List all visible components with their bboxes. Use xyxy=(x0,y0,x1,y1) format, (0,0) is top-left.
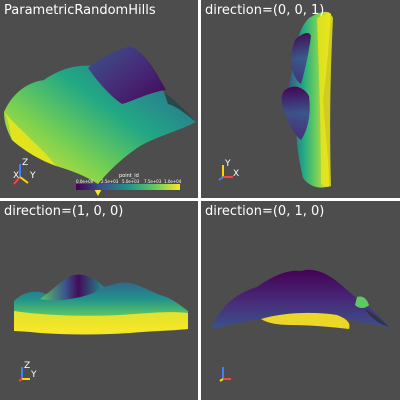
viewport-title: ParametricRandomHills xyxy=(4,3,156,18)
hills-surface-top xyxy=(281,11,333,188)
axis-label-z: Z xyxy=(22,158,28,168)
viewport-direction-z[interactable]: direction=(0, 0, 1) Y X xyxy=(201,0,400,198)
axis-label-y: Y xyxy=(30,370,37,380)
hills-surface-side-x xyxy=(14,274,188,335)
orientation-axes-top: Y X xyxy=(218,159,239,181)
viewport-direction-y[interactable]: direction=(0, 1, 0) xyxy=(201,201,400,400)
axis-label-y: Y xyxy=(224,159,231,169)
axis-label-z: Z xyxy=(24,361,30,371)
axis-label-y: Y xyxy=(29,171,36,181)
viewport-direction-x[interactable]: direction=(1, 0, 0) Z Y xyxy=(0,201,198,400)
colorbar-title: point_id xyxy=(119,173,139,179)
viewport-title: direction=(0, 0, 1) xyxy=(205,3,325,18)
orientation-axes-side-y xyxy=(219,367,231,382)
colorbar-tick: 1.0e+04 xyxy=(164,179,182,184)
orientation-axes-iso: Z X Y xyxy=(13,158,36,185)
axis-label-x: X xyxy=(13,171,19,181)
viewport-isometric[interactable]: ParametricRandomHills Z X Y point_id 0.0… xyxy=(0,0,198,198)
colorbar-tick: 0.0e+00 xyxy=(76,179,94,184)
orientation-axes-side-x: Z Y xyxy=(18,361,37,382)
viewport-title: direction=(0, 1, 0) xyxy=(205,204,325,219)
colorbar-tick: 7.5e+03 xyxy=(144,179,162,184)
hills-surface-side-y xyxy=(211,269,389,329)
axis-label-x: X xyxy=(233,169,239,179)
colorbar-tick: 2.5e+03 xyxy=(101,179,119,184)
viewport-title: direction=(1, 0, 0) xyxy=(4,204,124,219)
colorbar-tick: 5.0e+03 xyxy=(122,179,140,184)
colorbar xyxy=(76,184,180,190)
